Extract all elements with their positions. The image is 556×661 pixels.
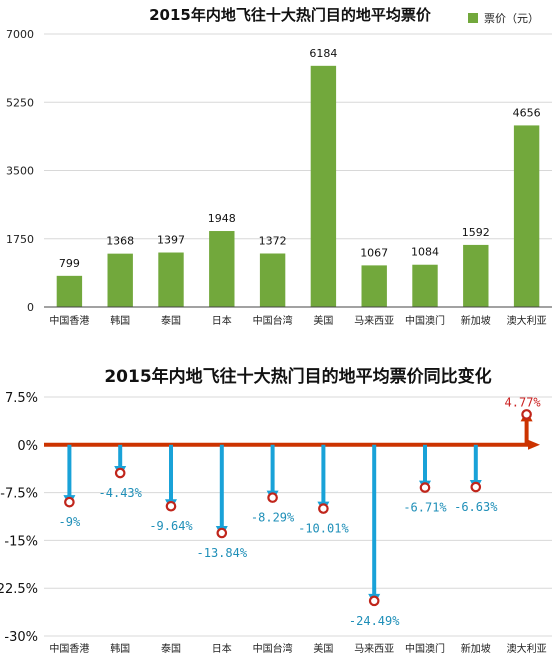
y-tick-label: -15% [4,534,38,549]
y-tick-label: 7.5% [5,391,38,406]
bar-value-label: 1368 [106,235,134,248]
bar-value-label: 1372 [259,234,287,247]
change-value-label: -13.84% [197,546,248,560]
x-tick-label: 新加坡 [461,642,491,655]
gridlines [44,33,552,240]
bar [56,275,83,307]
change-value-label: -10.01% [298,522,349,536]
x-tick-label: 澳大利亚 [507,314,547,327]
x-tick-label: 韩国 [110,314,130,327]
change-value-label: -6.71% [403,501,447,515]
value-marker [64,496,75,508]
gridlines [44,396,552,637]
y-tick-label: -22.5% [0,582,38,597]
y-tick-label: 7000 [6,28,34,41]
bar-value-label: 1084 [411,246,439,259]
bar [158,252,184,307]
bar [412,264,438,307]
change-value-label: -4.43% [99,486,143,500]
x-tick-label: 中国台湾 [253,642,293,655]
value-labels: -9% -4.43% -9.64% -13.84% -8.29%-10.01% -24.4… [59,395,542,627]
x-tick-label: 美国 [313,314,333,327]
bars [56,65,540,307]
y-axis-ticks: 0 1750 3500 5250 7000 [6,28,34,314]
bar [361,265,387,307]
x-tick-label: 日本 [212,314,232,327]
legend-swatch [468,13,478,23]
chart-title: 2015年内地飞往十大热门目的地平均票价 [149,6,432,24]
bar-value-label: 1067 [360,246,388,259]
x-tick-label: 新加坡 [461,314,491,327]
x-tick-label: 马来西亚 [354,643,394,655]
y-tick-label: 1750 [6,233,34,246]
x-tick-label: 泰国 [161,642,181,655]
y-tick-label: 3500 [6,165,34,178]
change-arrows [44,409,540,607]
value-labels: 799 1368 1397 1948 1372 6184 1067 1084 1592 4656 [59,47,541,270]
value-marker [521,409,532,420]
value-marker [267,492,278,503]
x-tick-label: 泰国 [161,314,181,327]
change-value-label: -8.29% [251,511,295,525]
change-value-label: -9% [59,515,81,529]
bar-value-label: 4656 [513,106,541,119]
value-marker [368,595,380,607]
baseline-arrow-head [528,439,540,450]
x-tick-label: 美国 [313,642,333,655]
bar [310,65,337,307]
bar [259,253,286,307]
bar-value-label: 1397 [157,234,185,247]
bar [463,244,489,307]
bar [107,253,133,307]
value-marker [114,467,126,479]
change-value-label: -6.63% [454,500,498,514]
x-tick-label: 中国台湾 [253,314,293,327]
x-tick-label: 马来西亚 [354,315,394,327]
bar-value-label: 6184 [309,47,337,60]
x-tick-label: 中国澳门 [405,314,445,327]
x-axis-labels: 中国香港 韩国 泰国 日本 中国台湾 美国 马来西亚 中国澳门 新加坡 澳大利亚 [49,642,546,655]
value-marker [216,527,228,539]
y-tick-label: -30% [4,630,38,645]
x-tick-label: 中国澳门 [405,642,445,655]
bar-value-label: 1592 [462,226,490,239]
bar [513,125,540,307]
x-axis-labels: 中国香港 韩国 泰国 日本 中国台湾 美国 马来西亚 中国澳门 新加坡 澳大利亚 [49,314,546,327]
value-marker [470,481,482,493]
x-tick-label: 中国香港 [49,642,89,655]
change-value-label: -24.49% [349,614,400,628]
change-value-label: -9.64% [149,519,193,533]
value-marker [318,503,329,514]
y-tick-label: -7.5% [0,487,38,502]
bar-value-label: 799 [59,257,80,270]
legend-label: 票价（元） [484,12,539,25]
y-tick-label: 0% [17,439,38,454]
chart-title: 2015年内地飞往十大热门目的地平均票价同比变化 [104,366,491,387]
change-value-label: 4.77% [505,395,542,409]
bar [209,231,235,307]
change-chart-fare-yoy: 2015年内地飞往十大热门目的地平均票价同比变化 7.5% 0% -7.5% -15%… [0,366,552,655]
x-tick-label: 韩国 [110,642,130,655]
bar-chart-average-fare: 2015年内地飞往十大热门目的地平均票价 票价（元） 0 1750 3500 5250… [6,6,552,327]
value-marker [165,500,177,512]
value-marker [419,482,431,493]
bar-value-label: 1948 [208,212,236,225]
x-tick-label: 日本 [212,642,232,655]
y-axis-ticks: 7.5% 0% -7.5% -15% -22.5% -30% [0,391,38,645]
x-tick-label: 澳大利亚 [507,642,547,655]
y-tick-label: 0 [27,301,34,314]
y-tick-label: 5250 [6,96,34,109]
x-tick-label: 中国香港 [49,314,89,327]
